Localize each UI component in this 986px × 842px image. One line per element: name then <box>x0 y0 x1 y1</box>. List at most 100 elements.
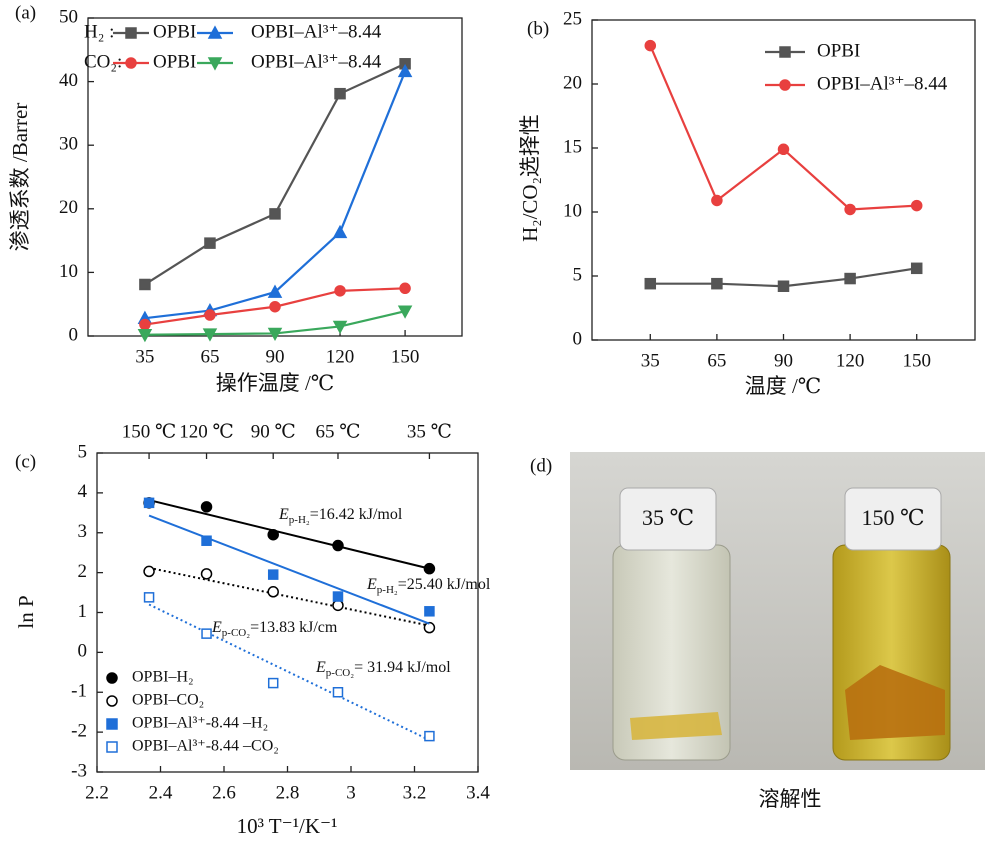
vial-label: 150 ℃ <box>861 505 924 530</box>
annotation-subscript: p-CO₂ <box>222 627 250 639</box>
series-line <box>145 71 405 318</box>
marker <box>202 629 211 638</box>
y-tick-label: 1 <box>78 601 88 622</box>
legend-group-label: CO₂: <box>84 51 122 72</box>
marker <box>333 592 342 601</box>
y-tick-label: 25 <box>563 8 582 29</box>
annotation: Ep-CO₂= 31.94 kJ/mol <box>315 659 451 679</box>
annotation-text: = 31.94 kJ/mol <box>354 659 451 676</box>
annotation-symbol: E <box>366 576 377 593</box>
y-tick-label: 15 <box>563 136 582 157</box>
x-tick-label: 2.6 <box>212 782 236 803</box>
marker <box>202 502 212 512</box>
y-tick-label: 10 <box>59 261 78 282</box>
y-tick-label: 0 <box>69 324 79 345</box>
x-tick-label: 150 <box>902 350 931 371</box>
marker <box>334 226 346 237</box>
marker <box>140 320 150 330</box>
marker <box>333 688 342 697</box>
annotation-subscript: p-H₂ <box>377 584 398 596</box>
marker <box>205 310 215 320</box>
marker <box>845 204 855 214</box>
annotation-text: =16.42 kJ/mol <box>310 506 403 523</box>
x-tick-label: 3.2 <box>403 782 427 803</box>
x-tick-label: 35 <box>641 350 660 371</box>
y-tick-label: 5 <box>573 264 583 285</box>
marker <box>333 600 343 610</box>
x-axis-label: 操作温度 /℃ <box>216 371 335 395</box>
annotation: Ep-H₂=16.42 kJ/mol <box>278 506 403 526</box>
fit-line <box>149 568 429 626</box>
x-axis-label: 10³ T⁻¹/K⁻¹ <box>237 814 338 838</box>
y-tick-label: 3 <box>78 521 88 542</box>
annotation-symbol: E <box>278 506 289 523</box>
legend-label: OPBI–Al³⁺-8.44 –CO₂ <box>132 738 279 755</box>
marker <box>269 679 278 688</box>
x-tick-label: 120 <box>836 350 865 371</box>
marker <box>400 283 410 293</box>
legend-label: OPBI–Al³⁺–8.44 <box>251 51 382 72</box>
y-tick-label: -3 <box>71 760 87 781</box>
x2-tick-label: 65 ℃ <box>315 421 360 442</box>
annotation: Ep-H₂=25.40 kJ/mol <box>366 576 491 596</box>
legend-label: OPBI–CO₂ <box>132 692 204 709</box>
marker <box>779 144 789 154</box>
marker <box>269 570 278 579</box>
x-tick-label: 2.2 <box>85 782 109 803</box>
panel-label: (a) <box>15 2 36 23</box>
marker <box>912 201 922 211</box>
marker <box>424 564 434 574</box>
marker <box>205 238 215 248</box>
marker <box>126 28 136 38</box>
annotation-symbol: E <box>315 659 326 676</box>
y-tick-label: 10 <box>563 200 582 221</box>
x-tick-label: 150 <box>391 346 420 367</box>
legend-label: OPBI–H₂ <box>132 669 194 686</box>
legend-label: OPBI <box>817 40 860 61</box>
annotation-text: =25.40 kJ/mol <box>398 576 491 593</box>
y-tick-label: 4 <box>78 481 88 502</box>
marker <box>140 279 150 289</box>
x-tick-label: 35 <box>135 346 154 367</box>
marker <box>107 742 117 752</box>
marker <box>268 530 278 540</box>
axes-frame <box>592 20 975 340</box>
marker <box>107 696 117 706</box>
x-tick-label: 65 <box>707 350 726 371</box>
marker <box>107 673 117 683</box>
marker <box>780 80 790 90</box>
marker <box>425 732 434 741</box>
x-tick-label: 90 <box>266 346 285 367</box>
y-tick-label: 0 <box>573 328 583 349</box>
x-tick-label: 2.4 <box>149 782 173 803</box>
marker <box>333 541 343 551</box>
y-axis-label: H₂/CO₂选择性 <box>518 114 542 242</box>
panel-label: (b) <box>527 18 549 39</box>
x-tick-label: 90 <box>774 350 793 371</box>
y-tick-label: 20 <box>563 72 582 93</box>
x2-tick-label: 90 ℃ <box>251 421 296 442</box>
marker <box>268 587 278 597</box>
marker <box>144 566 154 576</box>
series-line <box>145 64 405 285</box>
y-tick-label: 30 <box>59 134 78 155</box>
y-axis-label: ln P <box>14 595 38 628</box>
marker <box>145 593 154 602</box>
y-tick-label: 2 <box>78 561 88 582</box>
marker <box>912 263 922 273</box>
legend-label: OPBI–Al³⁺–8.44 <box>251 21 382 42</box>
legend-label: OPBI <box>153 51 196 72</box>
marker <box>779 281 789 291</box>
series-line <box>650 46 916 210</box>
x-tick-label: 2.8 <box>276 782 300 803</box>
x-tick-label: 3 <box>346 782 356 803</box>
y-tick-label: 0 <box>78 641 88 662</box>
photo-caption: 溶解性 <box>759 787 822 811</box>
marker <box>780 47 790 57</box>
marker <box>712 195 722 205</box>
marker <box>645 279 655 289</box>
marker <box>107 719 117 729</box>
y-tick-label: -2 <box>71 720 87 741</box>
photo-panel <box>570 452 985 770</box>
legend-label: OPBI–Al³⁺–8.44 <box>817 73 948 94</box>
